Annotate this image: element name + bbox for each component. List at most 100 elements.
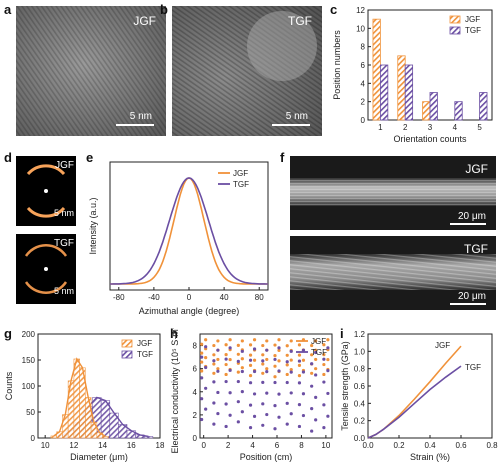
chart-h-point-tgf (277, 369, 281, 373)
sem-image-tgf: TGF 20 μm (290, 236, 496, 310)
panel-g-letter: g (4, 326, 12, 341)
chart-g-legend-swatch (121, 350, 133, 359)
chart-h-xtick-label: 4 (250, 441, 255, 450)
chart-i-ytick-label: 0.0 (354, 434, 366, 443)
chart-h-point-jgf (265, 367, 269, 371)
chart-tensile-strength: 0.0 0.2 0.4 0.6 0.8 0.0 0.2 0.4 0.6 0.8 1.0 1.2 JGF T… (340, 330, 498, 462)
chart-c-ytick-label: 4 (361, 79, 366, 88)
chart-c-bar-tgf (454, 101, 463, 121)
saed-scale-text-jgf: 5 nm (53, 208, 74, 218)
chart-e-xlabel: Azimuthal angle (degree) (139, 306, 240, 316)
chart-i-xtick-label: 0.6 (455, 441, 467, 450)
chart-i-line-tgf (367, 365, 462, 439)
chart-h-point-tgf (310, 362, 314, 366)
chart-h-point-tgf (252, 369, 257, 374)
chart-i-ytick-label: 1.2 (354, 330, 366, 339)
chart-h-point-tgf (314, 350, 318, 355)
chart-c-legend-swatch (449, 26, 461, 35)
chart-h-point-tgf (265, 412, 269, 417)
chart-e-xtick-label: 40 (220, 293, 229, 302)
chart-c-ytick-label: 8 (361, 43, 366, 52)
panel-c-letter: c (330, 2, 338, 17)
chart-i-ytick-label: 1.0 (354, 347, 366, 356)
chart-h-point-tgf (248, 403, 253, 407)
chart-h-point-jgf (261, 353, 265, 357)
chart-h-point-tgf (265, 370, 269, 374)
chart-h-point-jgf (301, 358, 306, 362)
chart-h-point-jgf (285, 353, 289, 357)
chart-g-fit-jgf (53, 357, 106, 437)
sem-label-tgf: TGF (464, 242, 488, 256)
chart-h-point-tgf (204, 407, 208, 411)
chart-g-legend-label: JGF (137, 339, 152, 348)
chart-i-ylabel: Tensile strength (GPa) (340, 341, 350, 431)
chart-h-point-jgf (200, 342, 204, 346)
tem-scalebar-a (116, 124, 154, 126)
chart-h-point-tgf (252, 347, 257, 351)
tem-texture-tgf (172, 6, 322, 136)
chart-h-point-jgf (224, 353, 228, 357)
chart-g-ytick-label: 150 (22, 356, 36, 365)
chart-h-point-tgf (240, 410, 244, 414)
chart-h-point-jgf (200, 369, 204, 373)
chart-h-point-tgf (310, 384, 314, 388)
chart-h-point-jgf (310, 371, 314, 375)
chart-h-point-jgf (289, 339, 293, 343)
chart-h-point-tgf (285, 422, 289, 426)
chart-g-xtick-label: 10 (41, 441, 50, 450)
chart-c-bar-jgf (397, 55, 406, 121)
tem-scale-text-b: 5 nm (285, 111, 308, 122)
chart-g-xtick-label: 16 (127, 441, 136, 450)
chart-g-xlabel: Diameter (μm) (70, 452, 128, 462)
chart-h-point-jgf (310, 353, 314, 357)
chart-h-point-tgf (289, 370, 293, 374)
chart-e-legend-label: JGF (233, 169, 248, 178)
chart-g-ytick-label: 0 (31, 434, 36, 443)
chart-h-point-tgf (301, 413, 306, 418)
saed-scale-text-tgf: 5 nm (53, 286, 74, 296)
chart-h-ytick-label: 6 (193, 365, 198, 374)
chart-c-ytick-label: 10 (356, 24, 365, 33)
tem-image-jgf: JGF 5 nm (16, 6, 166, 136)
chart-h-point-jgf (314, 367, 318, 371)
chart-i-xlabel: Strain (%) (410, 452, 450, 462)
chart-g-bin-tgf (143, 436, 154, 439)
panel-d-letter: d (4, 150, 12, 165)
saed-pattern-tgf (24, 244, 68, 294)
chart-h-point-jgf (224, 362, 228, 367)
chart-c-bar-jgf (372, 18, 381, 121)
chart-h-point-tgf (322, 403, 326, 407)
chart-h-point-tgf (301, 392, 306, 396)
sem-scale-text-tgf: 20 μm (458, 291, 486, 302)
chart-h-point-tgf (212, 401, 216, 405)
chart-h-xtick-label: 6 (275, 441, 280, 450)
chart-h-point-tgf (224, 379, 228, 384)
chart-h-point-tgf (248, 426, 253, 430)
chart-g-bin-jgf (102, 436, 109, 439)
chart-h-point-tgf (273, 404, 277, 408)
chart-i-ytick-label: 0.6 (354, 382, 366, 391)
chart-h-point-jgf (216, 367, 220, 371)
chart-i-xtick-label: 0.4 (424, 441, 436, 450)
chart-h-point-tgf (285, 380, 289, 385)
chart-h-point-jgf (297, 343, 302, 347)
chart-h-point-tgf (314, 373, 318, 377)
chart-e-xtick-label: -80 (113, 293, 125, 302)
chart-c-ytick-label: 6 (361, 61, 366, 70)
chart-h-point-tgf (301, 348, 306, 352)
chart-h-point-jgf (285, 372, 289, 377)
sem-fiber-jgf (290, 178, 496, 206)
sem-fiber-tgf (290, 254, 496, 290)
panel-i-letter: i (340, 326, 344, 341)
chart-h-point-tgf (236, 420, 240, 424)
chart-h-point-tgf (289, 349, 293, 353)
chart-h-point-jgf (261, 343, 265, 348)
chart-h-point-jgf (322, 343, 326, 347)
chart-h-axes-frame (199, 333, 333, 439)
chart-h-ylabel: Electrical conductivity (10⁵ S·m⁻¹) (170, 328, 180, 454)
chart-h-point-jgf (224, 343, 228, 347)
chart-h-point-tgf (273, 427, 277, 431)
chart-g-xtick-label: 12 (69, 441, 78, 450)
chart-h-point-jgf (240, 339, 244, 343)
chart-h-point-jgf (310, 343, 314, 348)
